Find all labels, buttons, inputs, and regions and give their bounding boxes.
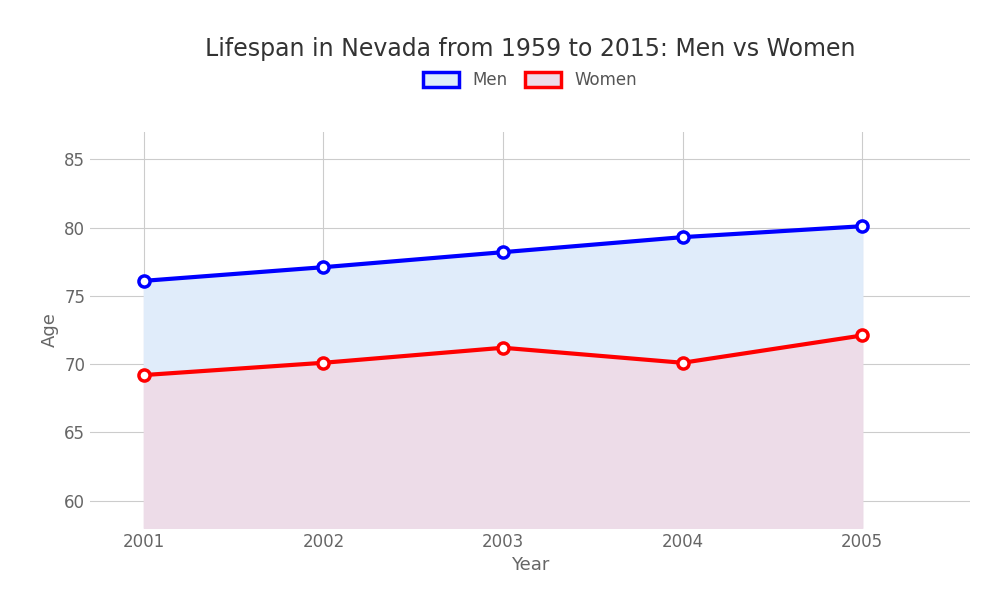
Legend: Men, Women: Men, Women: [414, 63, 646, 98]
Y-axis label: Age: Age: [41, 313, 59, 347]
Title: Lifespan in Nevada from 1959 to 2015: Men vs Women: Lifespan in Nevada from 1959 to 2015: Me…: [205, 37, 855, 61]
X-axis label: Year: Year: [511, 556, 549, 574]
